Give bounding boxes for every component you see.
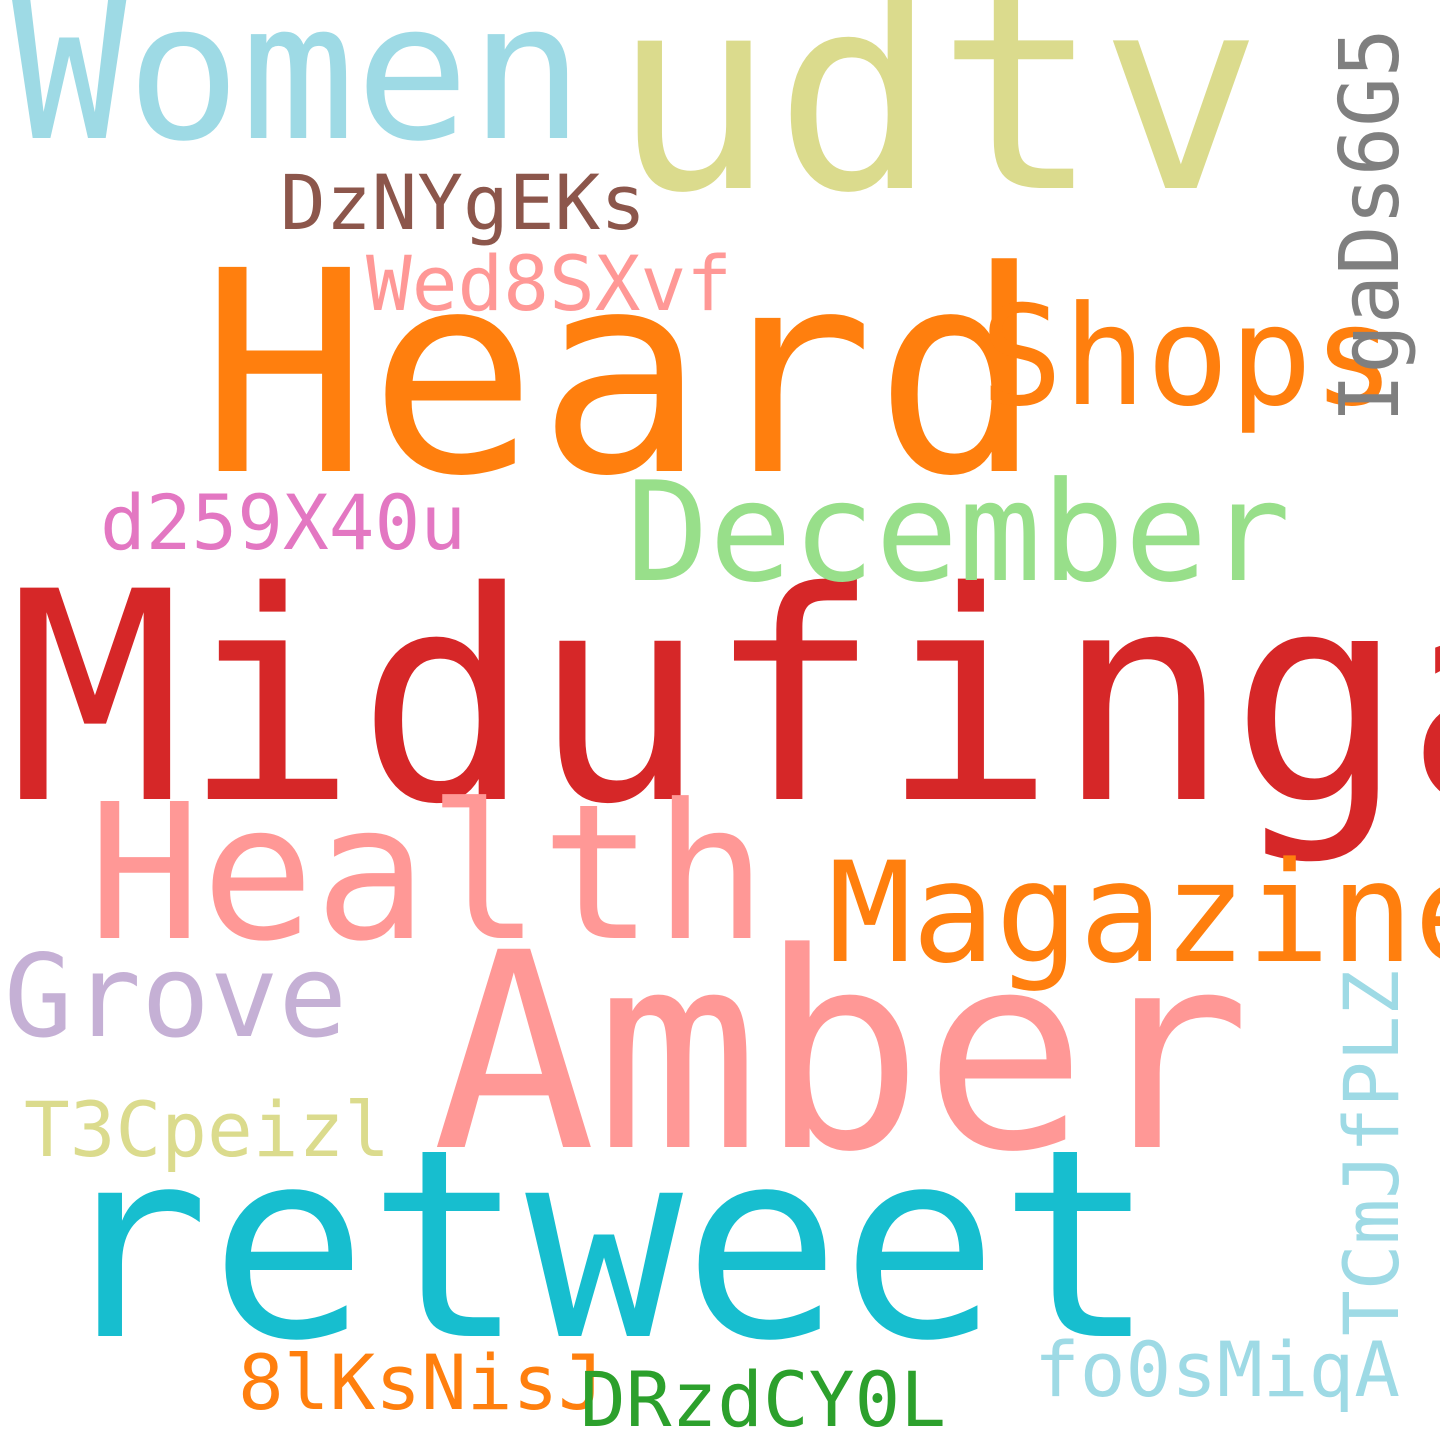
- word-magazine: Magazine: [828, 832, 1440, 994]
- word-dznygeks: DzNYgEKs: [280, 158, 647, 247]
- word-wed8sxvf: Wed8SXvf: [366, 239, 733, 328]
- word-december: December: [626, 452, 1291, 613]
- word-retweet: retweet: [52, 1093, 1157, 1398]
- word-fo0smiqa: fo0sMiqA: [1034, 1325, 1401, 1414]
- word-drzdcy0l: DRzdCY0L: [580, 1355, 947, 1440]
- word-women: Women: [12, 0, 584, 183]
- word-8lksnisj: 8lKsNisJ: [238, 1338, 605, 1427]
- word-amber: Amber: [432, 896, 1251, 1212]
- word-d259x40u: d259X40u: [100, 478, 467, 567]
- word-health: Health: [88, 764, 768, 983]
- word-grove: Grove: [4, 930, 348, 1063]
- word-udtv: udtv: [612, 0, 1263, 252]
- word-igads6g5: IgaDs6G5: [1323, 28, 1418, 423]
- word-tcmjfplz: TCmJfPLZ: [1327, 969, 1416, 1336]
- word-heard: Heard: [200, 212, 1043, 538]
- word-midufinga: Midufinga: [8, 531, 1440, 868]
- word-t3cpeizl: T3Cpeizl: [24, 1085, 391, 1174]
- word-shops: Shops: [980, 276, 1396, 437]
